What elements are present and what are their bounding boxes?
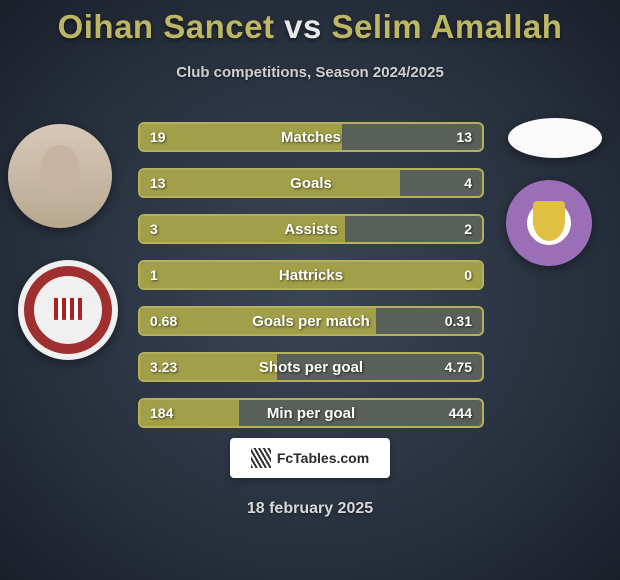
player1-name: Oihan Sancet bbox=[58, 8, 275, 45]
stat-value-right: 4 bbox=[464, 170, 472, 196]
stat-value-right: 4.75 bbox=[445, 354, 472, 380]
stat-label: Min per goal bbox=[140, 400, 482, 426]
stat-bar: 1Hattricks0 bbox=[138, 260, 484, 290]
stat-bar: 184Min per goal444 bbox=[138, 398, 484, 428]
stat-value-right: 2 bbox=[464, 216, 472, 242]
snapshot-date: 18 february 2025 bbox=[0, 500, 620, 518]
stat-bar: 19Matches13 bbox=[138, 122, 484, 152]
stat-label: Goals bbox=[140, 170, 482, 196]
player1-photo bbox=[8, 124, 112, 228]
brand-badge[interactable]: FcTables.com bbox=[230, 438, 390, 478]
stat-label: Hattricks bbox=[140, 262, 482, 288]
player2-name: Selim Amallah bbox=[332, 8, 563, 45]
stat-bar: 3.23Shots per goal4.75 bbox=[138, 352, 484, 382]
brand-chart-icon bbox=[251, 448, 271, 468]
stat-label: Assists bbox=[140, 216, 482, 242]
stat-label: Matches bbox=[140, 124, 482, 150]
player2-club-badge bbox=[506, 180, 592, 266]
club-badge-flag bbox=[54, 298, 82, 320]
stat-label: Shots per goal bbox=[140, 354, 482, 380]
player1-club-badge bbox=[18, 260, 118, 360]
stat-label: Goals per match bbox=[140, 308, 482, 334]
brand-text: FcTables.com bbox=[277, 450, 369, 466]
stat-value-right: 13 bbox=[456, 124, 472, 150]
stat-value-right: 0.31 bbox=[445, 308, 472, 334]
stat-bar: 0.68Goals per match0.31 bbox=[138, 306, 484, 336]
comparison-title: Oihan Sancet vs Selim Amallah bbox=[0, 0, 620, 46]
stat-bar: 13Goals4 bbox=[138, 168, 484, 198]
stat-bar: 3Assists2 bbox=[138, 214, 484, 244]
player2-photo bbox=[508, 118, 602, 158]
stat-value-right: 444 bbox=[449, 400, 472, 426]
stats-bars-container: 19Matches1313Goals43Assists21Hattricks00… bbox=[138, 122, 484, 444]
vs-separator: vs bbox=[284, 8, 322, 45]
subtitle: Club competitions, Season 2024/2025 bbox=[0, 64, 620, 81]
stat-value-right: 0 bbox=[464, 262, 472, 288]
